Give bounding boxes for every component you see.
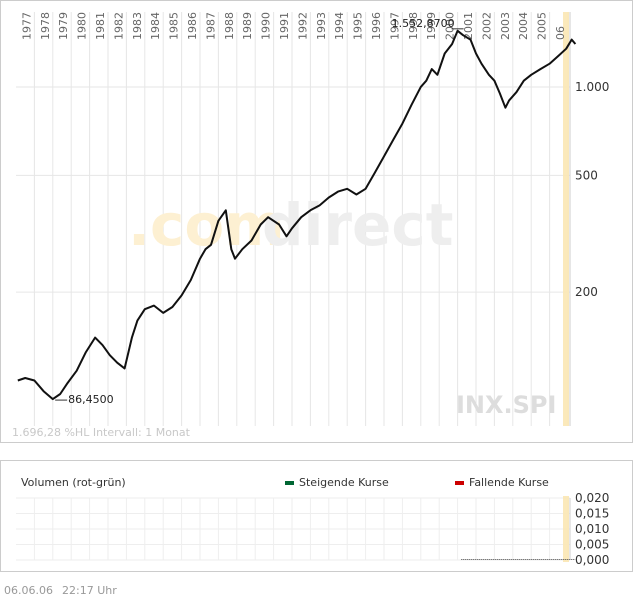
year-label: 1984 xyxy=(149,12,162,40)
price-line xyxy=(17,29,577,401)
info-text: 1.696,28 %HL Intervall: 1 Monat xyxy=(12,426,191,439)
year-label: 1998 xyxy=(407,12,420,40)
year-label: 2004 xyxy=(517,12,530,40)
year-label: 1991 xyxy=(278,12,291,40)
footer-date: 06.06.06 xyxy=(4,584,53,597)
main-grid xyxy=(16,12,571,426)
y-tick-label: 500 xyxy=(575,168,598,182)
year-label: 1982 xyxy=(112,12,125,40)
year-label: 1997 xyxy=(388,12,401,40)
year-label: 1992 xyxy=(296,12,309,40)
y-axis-labels: 200 500 1.000 xyxy=(575,80,609,299)
year-label: 1995 xyxy=(352,12,365,40)
legend-down-swatch xyxy=(455,481,464,485)
y-tick-label: 1.000 xyxy=(575,80,609,94)
year-label: 1994 xyxy=(333,12,346,40)
year-label: 2001 xyxy=(462,12,475,40)
legend-down-label: Fallende Kurse xyxy=(469,476,549,489)
year-label: 2000 xyxy=(444,12,457,40)
year-label: 1986 xyxy=(186,12,199,40)
volume-period-highlight xyxy=(563,496,569,562)
year-label: 1999 xyxy=(425,12,438,40)
year-label: 1981 xyxy=(94,12,107,40)
annotations: 1.552,8700 86,4500 xyxy=(55,17,464,406)
legend-up-swatch xyxy=(285,481,294,485)
volume-title: Volumen (rot-grün) xyxy=(21,476,126,489)
year-label: 1996 xyxy=(370,12,383,40)
x-axis-year-labels: 1977 1978 1979 1980 1981 1982 1983 1984 1985 1986… xyxy=(20,12,567,40)
year-label: 1987 xyxy=(204,12,217,40)
watermark-direct: direct xyxy=(262,191,453,259)
low-label: 86,4500 xyxy=(68,393,114,406)
year-label: 1988 xyxy=(223,12,236,40)
year-label: 1993 xyxy=(315,12,328,40)
year-label: 06 xyxy=(554,26,567,40)
year-label: 1983 xyxy=(131,12,144,40)
volume-tick-label: 0,020 xyxy=(575,491,609,505)
volume-panel-frame xyxy=(0,460,633,572)
year-label: 1978 xyxy=(39,12,52,40)
volume-tick-label: 0,010 xyxy=(575,522,609,536)
legend-up-label: Steigende Kurse xyxy=(299,476,389,489)
year-label: 2005 xyxy=(536,12,549,40)
year-label: 1979 xyxy=(57,12,70,40)
footer-time: 22:17 Uhr xyxy=(62,584,117,597)
current-period-highlight xyxy=(563,12,569,426)
year-label: 2002 xyxy=(480,12,493,40)
volume-tick-label: 0,015 xyxy=(575,507,609,521)
volume-tick-label: 0,005 xyxy=(575,538,609,552)
y-tick-label: 200 xyxy=(575,285,598,299)
year-label: 1990 xyxy=(260,12,273,40)
volume-tick-label: 0,000 xyxy=(575,553,609,567)
year-label: 1985 xyxy=(168,12,181,40)
year-label: 1989 xyxy=(241,12,254,40)
year-label: 1977 xyxy=(20,12,33,40)
year-label: 1980 xyxy=(76,12,89,40)
high-label: 1.552,8700 xyxy=(392,17,455,30)
symbol-label: INX.SPI xyxy=(456,391,556,419)
year-label: 2003 xyxy=(499,12,512,40)
main-panel-frame xyxy=(0,0,633,443)
